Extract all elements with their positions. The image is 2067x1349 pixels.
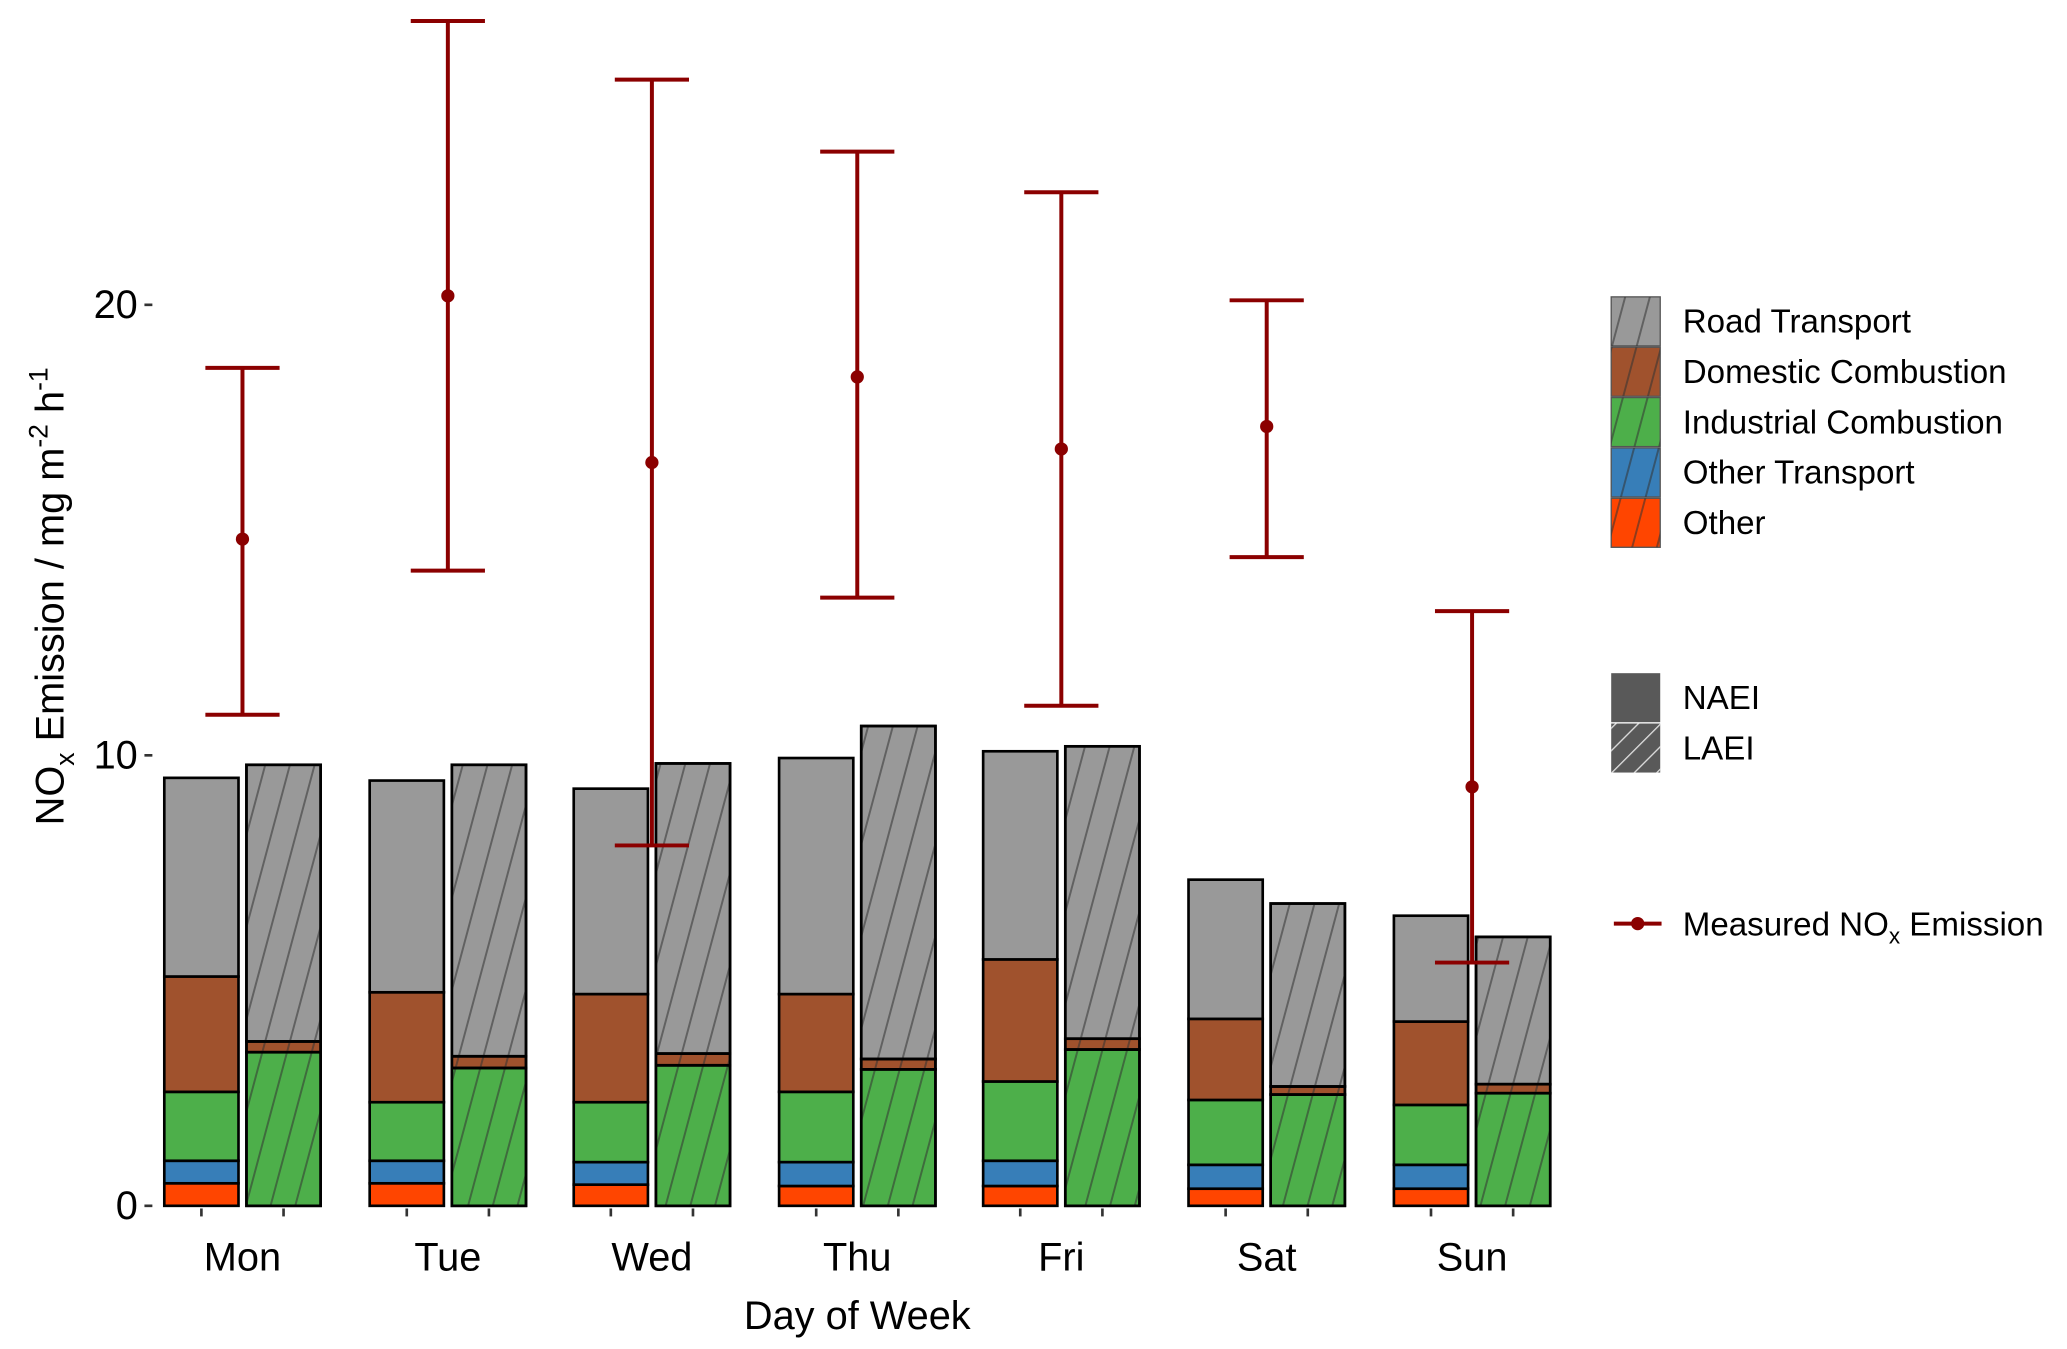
bar-naei-domestic-combustion — [1392, 1020, 1470, 1107]
axes: Day of Week NOx Emission / mg m-2 h-1 Mo… — [24, 283, 1515, 1338]
legend-hatch — [1611, 447, 1661, 497]
bar-naei-other — [981, 1184, 1059, 1208]
measured-point — [1260, 419, 1274, 434]
y-tick-label: 10 — [94, 734, 138, 778]
x-tick-label: Thu — [823, 1236, 892, 1280]
x-tick-label: Wed — [611, 1236, 692, 1280]
legend-hatch — [1611, 498, 1661, 548]
hatch-overlay — [450, 763, 528, 1058]
x-tick-label: Tue — [414, 1236, 481, 1280]
bar-naei-road-transport — [368, 779, 446, 994]
hatch-overlay — [1063, 1048, 1141, 1208]
hatch-overlay — [450, 1054, 528, 1070]
bar-naei-industrial-combustion — [1187, 1098, 1265, 1167]
legend-measured-label: Measured NOx Emission — [1683, 907, 2044, 949]
bar-naei-domestic-combustion — [777, 992, 855, 1094]
bar-naei-road-transport — [162, 776, 240, 978]
hatch-overlay — [859, 1067, 937, 1208]
x-tick-label: Sun — [1437, 1236, 1508, 1280]
legend-label: Domestic Combustion — [1683, 354, 2007, 391]
legend-hatch — [1611, 723, 1661, 773]
bar-naei-industrial-combustion — [162, 1090, 240, 1163]
bar-naei-road-transport — [981, 749, 1059, 961]
hatch-overlay — [1063, 744, 1141, 1041]
legend: Road Transport Domestic Combustion Industr… — [1610, 296, 2044, 949]
legend-swatch-naei — [1611, 673, 1661, 723]
y-tick-label: 0 — [116, 1184, 138, 1228]
bar-naei-other — [162, 1181, 240, 1208]
bar-naei-domestic-combustion — [162, 975, 240, 1094]
hatch-overlay — [450, 1066, 528, 1208]
bar-naei-other-transport — [368, 1159, 446, 1185]
measured-point — [441, 289, 455, 303]
x-tick-label: Fri — [1038, 1236, 1084, 1280]
hatch-overlay — [654, 1063, 732, 1208]
bar-naei-road-transport — [1187, 878, 1265, 1021]
hatch-overlay — [1474, 935, 1552, 1086]
legend-label: NAEI — [1683, 680, 1760, 717]
hatch-overlay — [859, 724, 937, 1061]
y-tick-label: 20 — [94, 283, 138, 327]
x-tick-label: Sat — [1237, 1236, 1297, 1280]
bar-naei-other-transport — [1187, 1163, 1265, 1191]
legend-label: Other Transport — [1683, 455, 1915, 492]
bar-naei-industrial-combustion — [572, 1100, 650, 1164]
bar-naei-other-transport — [572, 1160, 650, 1186]
bar-naei-industrial-combustion — [1392, 1103, 1470, 1167]
legend-hatch — [1611, 347, 1661, 397]
bar-naei-industrial-combustion — [777, 1090, 855, 1164]
hatch-overlay — [654, 1052, 732, 1067]
bar-naei-other — [572, 1183, 650, 1208]
hatch-overlay — [245, 763, 322, 1043]
bar-naei-other — [368, 1181, 446, 1208]
measured-point — [235, 532, 250, 546]
bar-naei-other — [777, 1184, 855, 1208]
bar-naei-other — [1187, 1187, 1265, 1208]
bar-naei-other-transport — [162, 1159, 240, 1185]
bar-naei-road-transport — [572, 787, 650, 996]
bar-naei-other-transport — [1392, 1163, 1470, 1191]
hatch-overlay — [245, 1040, 322, 1054]
measured-point — [1465, 780, 1479, 794]
bar-naei-other-transport — [777, 1160, 855, 1188]
bar-naei-domestic-combustion — [368, 990, 446, 1104]
legend-label: LAEI — [1683, 730, 1755, 767]
y-axis-title: NOx Emission / mg m-2 h-1 — [24, 367, 81, 825]
hatch-overlay — [1269, 902, 1347, 1088]
bar-naei-domestic-combustion — [981, 958, 1059, 1083]
legend-label: Road Transport — [1683, 304, 1911, 341]
bar-naei-industrial-combustion — [368, 1100, 446, 1163]
hatch-overlay — [1063, 1037, 1141, 1051]
measured-point — [850, 370, 864, 384]
hatch-overlay — [245, 1050, 322, 1208]
legend-hatch — [1611, 296, 1661, 346]
x-tick-label: Mon — [204, 1236, 281, 1280]
hatch-overlay — [1269, 1093, 1347, 1208]
legend-label: Industrial Combustion — [1683, 404, 2003, 441]
hatch-overlay — [859, 1057, 937, 1071]
measured-point — [645, 455, 659, 470]
legend-hatch — [1611, 397, 1661, 447]
legend-measured-point — [1631, 916, 1645, 931]
hatch-overlay — [1474, 1091, 1552, 1208]
bar-naei-other-transport — [981, 1159, 1059, 1188]
legend-label: Other — [1683, 505, 1766, 542]
bar-naei-road-transport — [1392, 914, 1470, 1023]
hatch-overlay — [1474, 1082, 1552, 1095]
x-axis-title: Day of Week — [744, 1294, 971, 1338]
plot-area — [162, 19, 1552, 1208]
bar-naei-domestic-combustion — [1187, 1017, 1265, 1102]
measured-point — [1054, 442, 1068, 456]
bar-naei-road-transport — [777, 756, 855, 996]
bar-naei-industrial-combustion — [981, 1080, 1059, 1163]
bar-naei-other — [1392, 1187, 1470, 1208]
bar-naei-domestic-combustion — [572, 992, 650, 1104]
hatch-overlay — [654, 762, 732, 1055]
